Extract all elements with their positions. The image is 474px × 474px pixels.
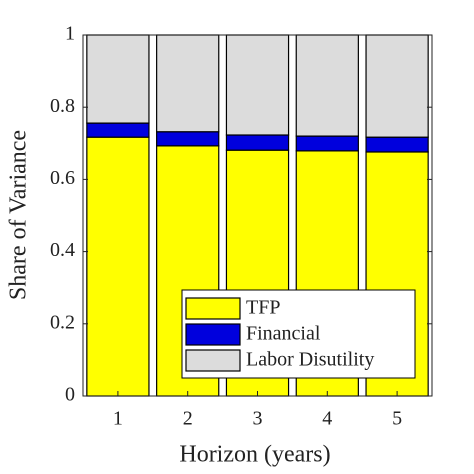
legend: TFP Financial Labor Disutility [181,289,416,379]
x-tick-label: 5 [392,408,402,430]
bar-segment [225,134,290,151]
legend-swatch [185,297,241,320]
bar-segment [86,136,150,397]
legend-label: TFP [246,297,280,319]
bar-segment [365,136,429,153]
x-axis-label: Horizon (years) [179,442,330,468]
x-tick-label: 1 [113,408,123,430]
bar-segment [295,135,359,152]
legend-label: Financial [246,323,321,345]
bar-segment [156,131,220,147]
y-tick-label: 0.2 [50,311,75,333]
x-tick-label: 2 [183,408,193,430]
legend-label: Labor Disutility [246,349,374,371]
legend-swatch [185,323,241,346]
x-tick-label: 3 [253,408,263,430]
y-tick-label: 0.8 [50,95,75,117]
bar-segment [156,34,220,133]
bar-segment [225,34,290,136]
x-tick-label: 4 [322,408,332,430]
y-tick-label: 0.6 [50,167,75,189]
bar-segment [86,122,150,138]
bar-segment [295,34,359,137]
y-tick-label: 0 [65,384,75,406]
bar-segment [365,34,429,138]
plot-frame [82,34,433,397]
y-tick-label: 0.4 [50,239,75,261]
bar-segment [86,34,150,124]
y-axis-label: Share of Variance [6,130,32,300]
y-tick-label: 1 [65,23,75,45]
legend-swatch [185,349,241,372]
